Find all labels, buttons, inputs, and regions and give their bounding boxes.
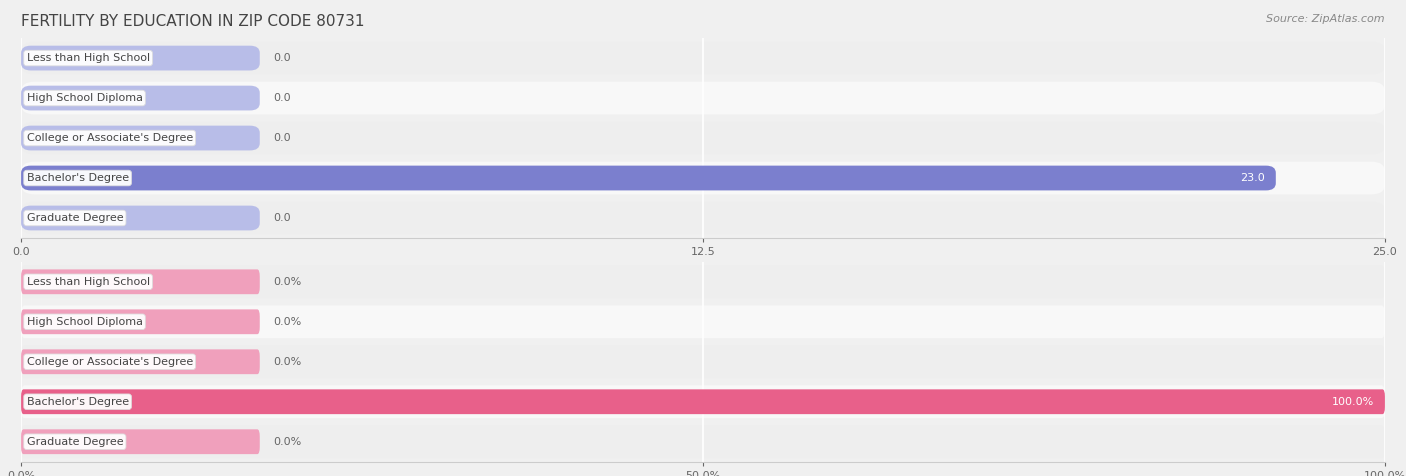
Text: 0.0: 0.0 <box>273 53 291 63</box>
FancyBboxPatch shape <box>21 86 260 110</box>
Text: 0.0%: 0.0% <box>273 317 302 327</box>
Text: Graduate Degree: Graduate Degree <box>27 213 124 223</box>
FancyBboxPatch shape <box>21 46 260 70</box>
Text: 0.0: 0.0 <box>273 133 291 143</box>
FancyBboxPatch shape <box>21 309 260 334</box>
FancyBboxPatch shape <box>21 266 1385 298</box>
Text: College or Associate's Degree: College or Associate's Degree <box>27 133 193 143</box>
Text: Less than High School: Less than High School <box>27 53 149 63</box>
Text: FERTILITY BY EDUCATION IN ZIP CODE 80731: FERTILITY BY EDUCATION IN ZIP CODE 80731 <box>21 14 364 30</box>
Text: High School Diploma: High School Diploma <box>27 317 142 327</box>
Text: High School Diploma: High School Diploma <box>27 93 142 103</box>
Text: 0.0%: 0.0% <box>273 436 302 447</box>
Text: 0.0%: 0.0% <box>273 357 302 367</box>
FancyBboxPatch shape <box>21 429 260 454</box>
FancyBboxPatch shape <box>21 42 1385 74</box>
FancyBboxPatch shape <box>21 349 260 374</box>
Text: 0.0: 0.0 <box>273 213 291 223</box>
FancyBboxPatch shape <box>21 82 1385 114</box>
Text: 23.0: 23.0 <box>1240 173 1265 183</box>
FancyBboxPatch shape <box>21 162 1385 194</box>
FancyBboxPatch shape <box>21 386 1385 418</box>
Text: Bachelor's Degree: Bachelor's Degree <box>27 173 129 183</box>
FancyBboxPatch shape <box>21 346 1385 378</box>
Text: College or Associate's Degree: College or Associate's Degree <box>27 357 193 367</box>
FancyBboxPatch shape <box>21 166 1275 190</box>
Text: 0.0%: 0.0% <box>273 277 302 287</box>
Text: Source: ZipAtlas.com: Source: ZipAtlas.com <box>1267 14 1385 24</box>
Text: Bachelor's Degree: Bachelor's Degree <box>27 397 129 407</box>
Text: Graduate Degree: Graduate Degree <box>27 436 124 447</box>
FancyBboxPatch shape <box>21 202 1385 234</box>
FancyBboxPatch shape <box>21 269 260 294</box>
Text: 0.0: 0.0 <box>273 93 291 103</box>
FancyBboxPatch shape <box>21 306 1385 338</box>
FancyBboxPatch shape <box>21 389 1385 414</box>
FancyBboxPatch shape <box>21 206 260 230</box>
FancyBboxPatch shape <box>21 426 1385 458</box>
Text: Less than High School: Less than High School <box>27 277 149 287</box>
FancyBboxPatch shape <box>21 122 1385 154</box>
FancyBboxPatch shape <box>21 126 260 150</box>
Text: 100.0%: 100.0% <box>1331 397 1374 407</box>
